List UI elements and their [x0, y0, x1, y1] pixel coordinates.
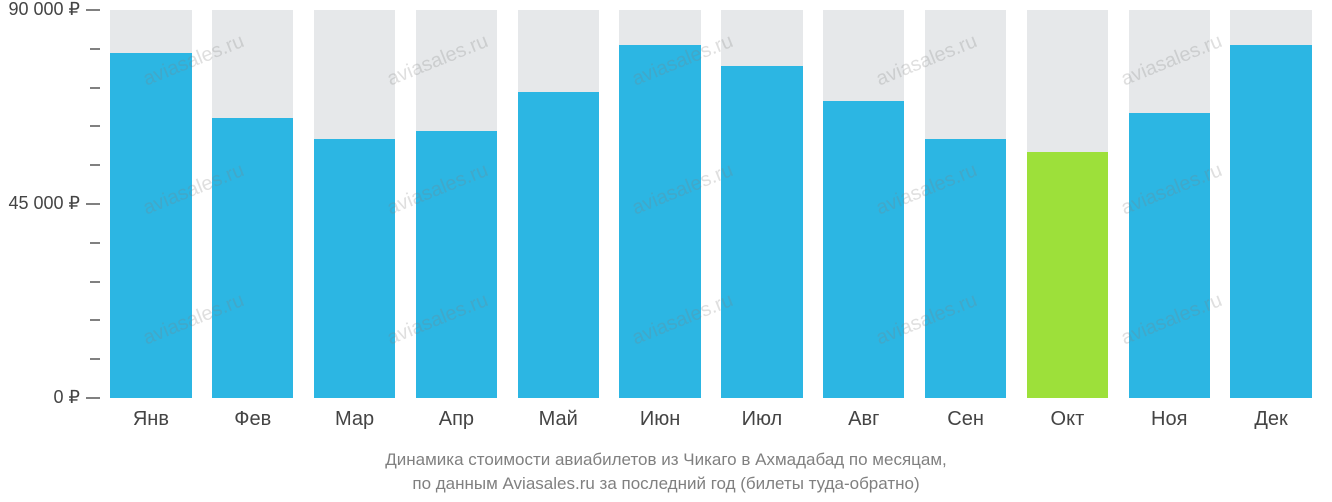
month-label: Фев: [212, 408, 293, 431]
bar: [416, 131, 497, 398]
month-label: Дек: [1230, 408, 1311, 431]
y-tick: [90, 48, 100, 50]
y-tick: [90, 164, 100, 166]
bar: [1027, 152, 1108, 398]
bar: [1230, 45, 1311, 399]
price-by-month-chart: 0 ₽ 45 000 ₽ 90 000 ₽ Янв Фев Мар Апр Май Июн Июл…: [0, 0, 1332, 502]
y-tick: [86, 397, 100, 399]
y-tick: [90, 358, 100, 360]
month-label: Янв: [110, 408, 191, 431]
month-label: Май: [518, 408, 599, 431]
y-tick: [90, 87, 100, 89]
month-label: Июн: [619, 408, 700, 431]
y-axis-label: 0 ₽: [54, 387, 80, 408]
bar: [314, 139, 395, 398]
month-label: Мар: [314, 408, 395, 431]
y-tick: [90, 319, 100, 321]
month-label: Ноя: [1129, 408, 1210, 431]
y-tick: [86, 203, 100, 205]
bar: [619, 45, 700, 399]
y-axis-label: 45 000 ₽: [8, 193, 80, 214]
y-axis-label: 90 000 ₽: [8, 0, 80, 20]
month-label: Авг: [823, 408, 904, 431]
y-tick: [86, 9, 100, 11]
bar: [925, 139, 1006, 398]
y-tick: [90, 242, 100, 244]
month-label: Окт: [1027, 408, 1108, 431]
chart-caption-line2: по данным Aviasales.ru за последний год …: [0, 474, 1332, 494]
month-label: Июл: [721, 408, 802, 431]
bar: [212, 118, 293, 398]
chart-caption-line1: Динамика стоимости авиабилетов из Чикаго…: [0, 450, 1332, 470]
bar: [518, 92, 599, 398]
y-tick: [90, 125, 100, 127]
bar: [721, 66, 802, 398]
bar: [823, 101, 904, 398]
bar: [1129, 113, 1210, 398]
plot-area: [100, 10, 1322, 398]
month-label: Апр: [416, 408, 497, 431]
bar: [110, 53, 191, 398]
month-label: Сен: [925, 408, 1006, 431]
y-tick: [90, 281, 100, 283]
